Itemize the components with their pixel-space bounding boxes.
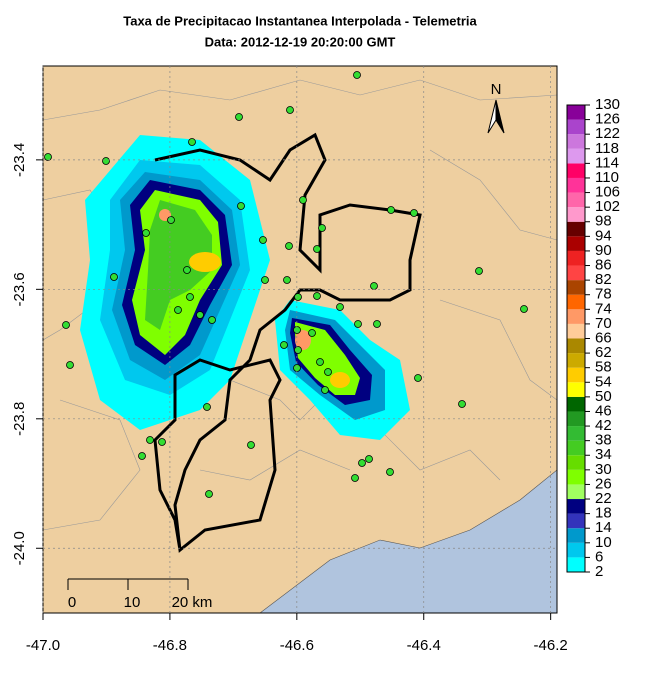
colorbar-segment — [567, 367, 585, 383]
colorbar-segment — [567, 105, 585, 120]
colorbar-segment — [567, 177, 585, 193]
colorbar-label: 2 — [595, 563, 603, 580]
colorbar-label: 118 — [595, 140, 619, 157]
colorbar-label: 78 — [595, 286, 612, 303]
colorbar-segment — [567, 455, 585, 470]
colorbar-segment — [567, 134, 585, 149]
stations — [44, 71, 528, 498]
colorbar-segment — [567, 469, 585, 485]
colorbar-label: 26 — [595, 475, 612, 492]
scale-label: 20 km — [172, 594, 213, 611]
colorbar-label: 114 — [595, 154, 619, 171]
colorbar-segment — [567, 309, 585, 324]
colorbar-label: 18 — [595, 505, 612, 522]
colorbar-label: 70 — [595, 315, 612, 332]
colorbar-segment — [567, 499, 585, 514]
colorbar-label: 50 — [595, 388, 612, 405]
colorbar-label: 42 — [595, 417, 612, 434]
colorbar-label: 22 — [595, 490, 612, 507]
colorbar-label: 66 — [595, 329, 612, 346]
colorbar-segment — [567, 338, 585, 354]
colorbar-label: 102 — [595, 198, 620, 215]
colorbar-segment — [567, 192, 585, 208]
colorbar-segment — [567, 250, 585, 266]
scale-label: 10 — [124, 594, 141, 611]
y-tick-label: -24.0 — [11, 531, 28, 565]
y-tick-label: -23.4 — [11, 143, 28, 177]
colorbar-label: 46 — [595, 402, 612, 419]
colorbar-label: 74 — [595, 300, 612, 317]
colorbar-label: 98 — [595, 213, 612, 230]
colorbar-segment — [567, 353, 585, 368]
plot-frame — [42, 65, 558, 614]
colorbar-segment — [567, 542, 585, 558]
north-label: N — [491, 81, 502, 98]
map: 0 10 20 km N — [43, 66, 557, 613]
y-tick-label: -23.6 — [11, 272, 28, 306]
colorbar-segment — [567, 396, 585, 412]
y-tick-label: -23.8 — [11, 402, 28, 436]
colorbar-segment — [567, 484, 585, 500]
colorbar-segment — [567, 148, 585, 164]
colorbar-label: 10 — [595, 534, 612, 551]
colorbar-segment — [567, 236, 585, 251]
colorbar-segment — [567, 294, 585, 310]
x-tick-label: -47.0 — [26, 637, 60, 654]
colorbar-segment — [567, 265, 585, 281]
colorbar-segment — [567, 411, 585, 427]
colorbar-label: 90 — [595, 242, 612, 259]
x-tick-label: -46.8 — [153, 637, 187, 654]
colorbar-segment — [567, 323, 585, 339]
colorbar-label: 58 — [595, 359, 612, 376]
colorbar-label: 86 — [595, 257, 612, 274]
colorbar-label: 122 — [595, 125, 620, 142]
colorbar-segment — [567, 280, 585, 295]
colorbar-segment — [567, 119, 585, 135]
colorbar-label: 34 — [595, 446, 612, 463]
colorbar-label: 126 — [595, 111, 620, 128]
colorbar-label: 130 — [595, 96, 620, 113]
colorbar-segment — [567, 382, 585, 397]
x-tick-label: -46.4 — [407, 637, 441, 654]
colorbar-label: 38 — [595, 432, 612, 449]
colorbar-label: 94 — [595, 227, 612, 244]
colorbar-label: 14 — [595, 519, 612, 536]
municipal-borders — [43, 79, 557, 531]
colorbar-segment — [567, 557, 585, 572]
x-tick-label: -46.2 — [534, 637, 568, 654]
x-tick-label: -46.6 — [280, 637, 314, 654]
boundary — [153, 132, 422, 553]
chart-title: Taxa de Precipitacao Instantanea Interpo… — [123, 13, 477, 28]
north-arrow — [495, 99, 505, 134]
colorbar-label: 106 — [595, 184, 620, 201]
scale-bar — [67, 578, 189, 590]
colorbar-segment — [567, 163, 585, 178]
colorbar-segment — [567, 440, 585, 456]
chart-subtitle: Data: 2012-12-19 20:20:00 GMT — [205, 34, 396, 49]
colorbar-segment — [567, 528, 585, 543]
precipitation — [80, 135, 410, 440]
colorbar-label: 82 — [595, 271, 612, 288]
scale-label: 0 — [68, 594, 76, 611]
colorbar-label: 110 — [595, 169, 619, 186]
colorbar-segment — [567, 426, 585, 441]
sea — [259, 469, 557, 613]
colorbar-label: 54 — [595, 373, 612, 390]
colorbar-segment — [567, 513, 585, 529]
colorbar-label: 6 — [595, 548, 603, 565]
colorbar-label: 30 — [595, 461, 612, 478]
colorbar-segment — [567, 221, 585, 237]
colorbar-segment — [567, 207, 585, 222]
colorbar-label: 62 — [595, 344, 612, 361]
